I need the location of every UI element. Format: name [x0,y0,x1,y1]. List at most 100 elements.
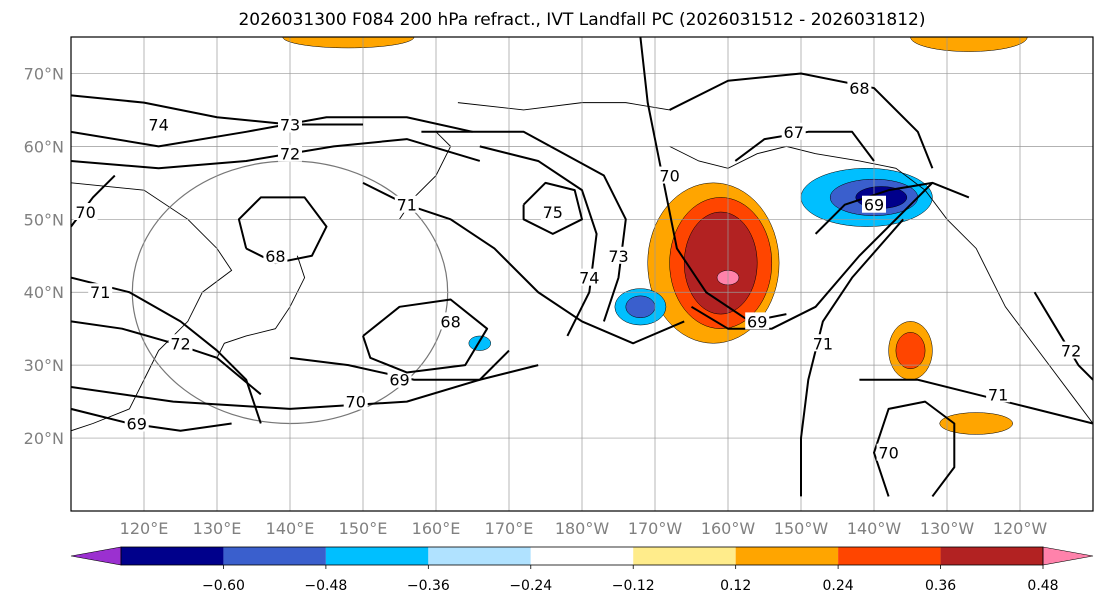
lon-tick-label: 140°W [847,519,902,538]
contour-label: 71 [813,334,833,353]
contour-label: 75 [543,203,563,222]
colorbar-segment [530,547,634,565]
lat-tick-label: 40°N [24,283,64,302]
contour-label: 73 [608,247,628,266]
contour-label-bg [146,115,171,133]
coastline [71,182,233,432]
shaded-region [910,37,1028,52]
contour-label-bg [862,195,886,213]
contour-line [71,407,232,432]
contour-line [421,130,627,322]
lon-tick-label: 160°E [412,519,461,538]
contour-label: 74 [579,269,599,288]
contour-label: 70 [75,203,95,222]
colorbar-segment [940,547,1043,565]
contour-label-bg [73,203,98,221]
colorbar-tick-label: 0.36 [925,578,956,594]
contour-label: 71 [397,196,417,215]
lon-tick-label: 130°W [920,519,975,538]
lon-tick-label: 140°E [266,519,315,538]
contour-label: 68 [849,79,869,98]
colorbar-segment [838,547,941,565]
colorbar-tick-label: 0.24 [823,578,854,594]
contour-line [479,145,598,337]
lon-tick-label: 120°W [993,519,1048,538]
shaded-region [282,37,415,49]
contour-line [690,182,934,330]
contour-line [71,94,363,126]
contour-label: 70 [659,167,679,186]
contour-label: 68 [440,312,460,331]
contour-label: 69 [864,196,884,215]
contour-label: 72 [1061,342,1081,361]
lat-tick-label: 60°N [24,137,64,156]
colorbar: −0.60 −0.48 −0.36 −0.24 −0.12 0.12 0.24 0.36 0.4… [70,546,1094,594]
contour-line [859,378,1093,425]
latitude-tick-labels: 70°N 60°N 50°N 40°N 30°N 20°N [24,64,64,448]
shaded-region [625,295,656,319]
contour-label-bg [606,246,631,264]
contour-line [873,400,956,498]
colorbar-outline [120,546,1044,566]
shaded-region [468,335,491,351]
lon-tick-label: 130°E [193,519,242,538]
coastline [815,153,1093,424]
colorbar-tick-label: 0.48 [1027,578,1058,594]
map-frame [70,36,1094,512]
contour-label-bg [278,115,302,133]
longitude-tick-labels: 120°E 130°E 140°E 150°E 160°E 170°E 180°W 170°W… [120,519,1048,538]
contour-line [734,130,875,162]
contour-label: 67 [784,123,804,142]
colorbar-tick-label: −0.24 [509,578,552,594]
lat-tick-label: 30°N [24,356,64,375]
colorbar-tick-label: −0.60 [202,578,245,594]
gridlines [71,37,1093,511]
contour-label-bg [657,166,682,184]
colorbar-segment [223,547,326,565]
contour-line [669,72,934,169]
contour-label: 73 [280,116,300,135]
colorbar-tick-label: 0.12 [720,578,751,594]
lon-tick-label: 170°E [485,519,534,538]
contour-label: 71 [988,385,1008,404]
shaded-region [939,412,1013,435]
colorbar-segment [633,547,736,565]
colorbar-tick-label: −0.48 [304,578,347,594]
contour-label: 69 [747,312,767,331]
contour-label-bg [847,79,872,97]
coastline [669,145,816,169]
contour-label-bg [876,443,901,461]
contour-label: 74 [148,116,168,135]
contour-label: 71 [90,283,110,302]
shaded-region [683,211,758,315]
contour-label: 69 [389,371,409,390]
colorbar-tick-label: −0.12 [612,578,655,594]
contour-line [362,298,489,374]
contour-label-bg [781,122,806,140]
colorbar-segment [325,547,429,565]
shaded-region [895,332,926,370]
colorbar-segment [428,547,531,565]
contour-label-bg [394,195,419,213]
contour-label: 68 [265,247,285,266]
lon-tick-label: 160°W [701,519,756,538]
lat-tick-label: 70°N [24,64,64,83]
contour-label-bg [278,144,302,162]
contour-label: 70 [878,444,898,463]
contour-label-bg [387,370,412,388]
colorbar-extend-max [1042,546,1094,566]
contour-label-bg [124,414,149,432]
colorbar-extend-min [70,546,122,566]
contour-label-bg [986,385,1011,403]
chart-title: 2026031300 F084 200 hPa refract., IVT La… [238,10,925,30]
contour-label-bg [263,246,288,264]
contour-label: 72 [280,145,300,164]
contour-line [522,181,583,235]
contour-label-bg [810,334,835,352]
contour-label: 70 [346,393,366,412]
colorbar-segment [121,547,224,565]
lat-tick-label: 20°N [24,429,64,448]
lon-tick-label: 170°W [628,519,683,538]
lon-tick-label: 150°E [339,519,388,538]
